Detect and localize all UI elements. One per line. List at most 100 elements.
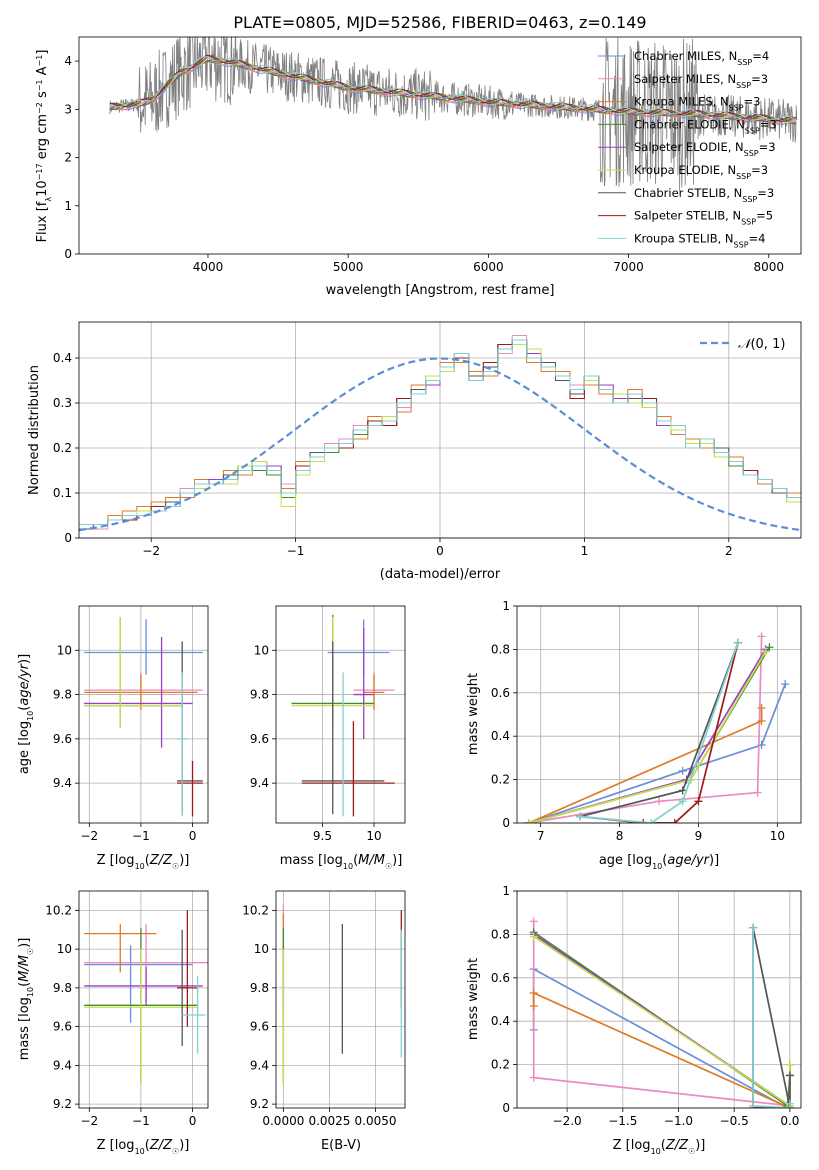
y-axis-label: mass weight — [466, 958, 481, 1040]
y-tick-label: 10 — [57, 942, 72, 956]
y-tick-label: 0.4 — [491, 1014, 510, 1028]
x-tick-label: 0.0050 — [355, 1114, 397, 1128]
y-tick-label: 0.8 — [491, 927, 510, 941]
x-tick-label: −1 — [132, 1114, 150, 1128]
x-axis-label: age [log10(age/yr)] — [599, 853, 719, 871]
plot-area — [109, 37, 798, 191]
x-tick-label: 0.0 — [780, 1114, 799, 1128]
y-tick-label: 0.6 — [491, 686, 510, 700]
y-tick-label: 0 — [502, 1101, 510, 1115]
x-tick-label: 10 — [770, 829, 785, 843]
y-tick-label: 9.8 — [53, 981, 72, 995]
y-tick-label: 0.8 — [491, 642, 510, 656]
plot-area — [79, 335, 801, 532]
y-tick-label: 9.8 — [250, 981, 269, 995]
panel-spectrum: 4000 5000 6000 7000 8000 0 1 2 3 4 Flux [fλ10−17 e… — [35, 36, 802, 298]
model-spectrum-line — [109, 57, 797, 124]
y-tick-label: 0.4 — [491, 729, 510, 743]
weight-line — [532, 967, 790, 1108]
x-tick-label: −2 — [80, 829, 98, 843]
x-tick-label: 0 — [189, 1114, 197, 1128]
y-tick-label: 9.4 — [250, 776, 269, 790]
model-spectrum-line — [109, 57, 797, 125]
legend-label: Salpeter MILES, NSSP=3 — [634, 72, 768, 90]
y-axis-label: Flux [fλ10−17 erg cm−2 s−1 A−1] — [35, 50, 53, 243]
x-tick-label: 8000 — [753, 260, 784, 274]
data-point-marker — [761, 647, 770, 656]
data-point-marker — [749, 1101, 758, 1108]
panel-age-vs-Z: −2 −1 0 9.4 9.6 9.8 10 Z [log10(Z/Z☉)] age [log1… — [17, 605, 209, 871]
figure-title: PLATE=0805, MJD=52586, FIBERID=0463, z=0… — [233, 13, 646, 32]
weight-line — [528, 683, 786, 823]
plot-area — [84, 617, 203, 817]
x-tick-label: 9.5 — [313, 829, 332, 843]
weight-line — [528, 636, 763, 823]
x-tick-label: −1 — [287, 544, 305, 558]
data-point-marker — [785, 1060, 794, 1069]
x-tick-label: −1 — [132, 829, 150, 843]
y-axis-label: mass [log10(M/M☉)] — [17, 938, 35, 1061]
x-tick-label: −2.0 — [553, 1114, 582, 1128]
axes-frame — [78, 890, 209, 1109]
data-point-marker — [639, 819, 648, 823]
y-tick-label: 9.4 — [53, 1058, 72, 1072]
axes-frame — [275, 605, 406, 824]
plot-area — [524, 632, 790, 823]
axes-frame — [516, 890, 802, 1109]
x-tick-label: 5000 — [333, 260, 364, 274]
y-tick-label: 9.8 — [53, 688, 72, 702]
data-point-marker — [785, 1071, 794, 1080]
data-point-marker — [749, 923, 758, 932]
model-spectrum-line — [109, 54, 797, 122]
data-point-marker — [678, 766, 687, 775]
y-axis-label: Normed distribution — [27, 365, 42, 495]
panel-age-vs-mass: 9.5 10 9.4 9.6 9.8 10 mass [log10(M/M☉)] — [250, 605, 406, 871]
y-tick-label: 9.2 — [53, 1097, 72, 1111]
observed-spectrum — [109, 37, 798, 191]
legend-label: Kroupa MILES, NSSP=3 — [634, 95, 760, 113]
legend-label: Salpeter STELIB, NSSP=5 — [634, 209, 773, 227]
y-tick-label: 9.4 — [250, 1058, 269, 1072]
x-axis-label: Z [log10(Z/Z☉)] — [97, 1138, 190, 1156]
x-tick-label: −1.5 — [608, 1114, 637, 1128]
x-tick-label: 0 — [436, 544, 444, 558]
y-tick-label: 3 — [64, 102, 72, 116]
x-tick-label: 0.0000 — [262, 1114, 304, 1128]
data-point-marker — [529, 932, 538, 941]
axes-frame — [516, 605, 802, 824]
legend-label: Kroupa STELIB, NSSP=4 — [634, 231, 765, 249]
data-point-marker — [733, 638, 742, 647]
x-tick-label: 9 — [695, 829, 703, 843]
panel-residuals: −2 −1 0 1 2 0 0.1 0.2 0.3 0.4 𝒩(0, 1) (data-model)/… — [27, 321, 802, 582]
panel-mass-vs-Z: −2 −1 0 9.2 9.4 9.6 9.8 10 10.2 Z [log10(Z/Z☉)] ma… — [17, 890, 209, 1156]
y-axis-label: age [log10(age/yr)] — [17, 654, 35, 774]
x-tick-label: −2 — [80, 1114, 98, 1128]
y-tick-label: 0.1 — [53, 486, 72, 500]
x-axis-label: (data-model)/error — [380, 567, 501, 582]
data-point-marker — [529, 1073, 538, 1082]
y-tick-label: 10.2 — [45, 903, 72, 917]
x-axis-label: wavelength [Angstrom, rest frame] — [326, 283, 555, 298]
data-point-marker — [757, 632, 766, 641]
y-tick-label: 9.4 — [53, 776, 72, 790]
y-tick-label: 4 — [64, 54, 72, 68]
x-tick-label: 0.0025 — [308, 1114, 350, 1128]
y-tick-label: 0.2 — [53, 441, 72, 455]
x-tick-label: 10 — [366, 829, 381, 843]
data-point-marker — [694, 797, 703, 806]
legend-label: Chabrier ELODIE, NSSP=3 — [634, 117, 777, 135]
data-point-marker — [655, 797, 663, 806]
data-point-marker — [529, 988, 538, 997]
plot-area — [529, 917, 794, 1108]
x-tick-label: 7 — [537, 829, 545, 843]
panel-massweight-vs-Z: −2.0 −1.5 −1.0 −0.5 0.0 0 0.2 0.4 0.6 0.8 1 Z [log1… — [466, 884, 802, 1156]
data-point-marker — [757, 703, 766, 712]
data-point-marker — [678, 797, 687, 806]
data-point-marker — [670, 819, 679, 823]
panel-mass-vs-EBV: 0.0000 0.0025 0.0050 9.2 9.4 9.6 9.8 10 10.2 E(B-… — [242, 890, 406, 1153]
data-point-marker — [785, 1099, 794, 1108]
y-tick-label: 1 — [64, 199, 72, 213]
y-axis-label: mass weight — [466, 673, 481, 755]
